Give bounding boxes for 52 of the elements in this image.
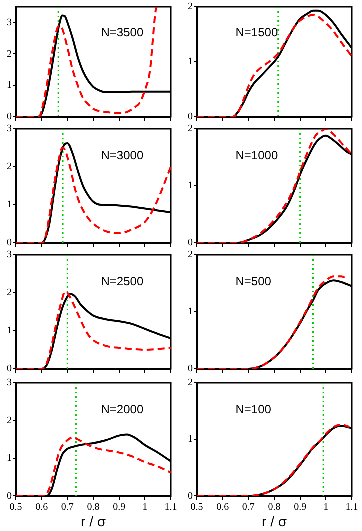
annotation: N=1500 — [236, 26, 278, 40]
y-tick-label: 3 — [7, 17, 12, 28]
x-tick-label: 0.5 — [190, 502, 204, 513]
y-tick-label: 1 — [7, 326, 12, 337]
x-tick-label: 0.9 — [294, 502, 307, 513]
annotation: N=3000 — [101, 148, 144, 163]
x-tick-label: 0.7 — [61, 502, 74, 513]
y-tick-label: 2 — [188, 124, 193, 135]
x-tick-label: 0.8 — [87, 502, 100, 513]
y-tick-label: 1 — [188, 56, 193, 68]
y-tick-label: 0 — [188, 112, 193, 123]
x-tick-label: 0.6 — [36, 502, 48, 513]
x-tick-label: 0.6 — [216, 502, 230, 513]
y-tick-label: 3 — [7, 250, 12, 261]
annotation: N=2000 — [101, 402, 144, 416]
y-tick-label: 3 — [7, 378, 12, 389]
y-tick-label: 0 — [7, 490, 12, 502]
x-axis-title: r / σ — [81, 513, 106, 530]
x-tick-label: 1.1 — [164, 502, 178, 513]
x-tick-label: 1 — [324, 502, 329, 513]
y-tick-label: 1 — [7, 453, 12, 464]
x-tick-label: 0.7 — [242, 502, 255, 513]
y-tick-label: 2 — [7, 288, 12, 299]
x-axis-title: r / σ — [262, 513, 288, 530]
annotation: N=100 — [236, 402, 272, 416]
y-tick-label: 0 — [7, 238, 12, 249]
annotation: N=3500 — [101, 26, 144, 40]
y-tick-label: 0 — [188, 238, 193, 249]
x-tick-label: 0.5 — [10, 502, 22, 513]
annotation: N=1000 — [236, 148, 278, 163]
y-tick-label: 2 — [188, 250, 193, 261]
y-tick-label: 1 — [188, 434, 193, 446]
y-tick-label: 3 — [7, 124, 12, 135]
y-tick-label: 0 — [188, 490, 193, 502]
y-tick-label: 2 — [188, 2, 193, 13]
y-tick-label: 2 — [7, 162, 12, 173]
x-tick-label: 0.9 — [113, 502, 126, 513]
y-tick-label: 1 — [188, 180, 193, 192]
y-tick-label: 1 — [188, 306, 193, 318]
y-tick-label: 0 — [7, 364, 12, 375]
annotation: N=2500 — [101, 274, 144, 289]
y-tick-label: 2 — [7, 415, 12, 426]
x-tick-label: 1.1 — [346, 502, 358, 513]
annotation: N=500 — [236, 274, 272, 289]
x-tick-label: 0.8 — [268, 502, 281, 513]
y-tick-label: 0 — [188, 364, 193, 375]
x-tick-label: 1 — [142, 502, 148, 513]
y-tick-label: 2 — [7, 48, 12, 60]
y-tick-label: 0 — [7, 112, 12, 123]
y-tick-label: 1 — [7, 80, 12, 92]
y-tick-label: 2 — [188, 378, 193, 389]
y-tick-label: 1 — [7, 200, 12, 211]
